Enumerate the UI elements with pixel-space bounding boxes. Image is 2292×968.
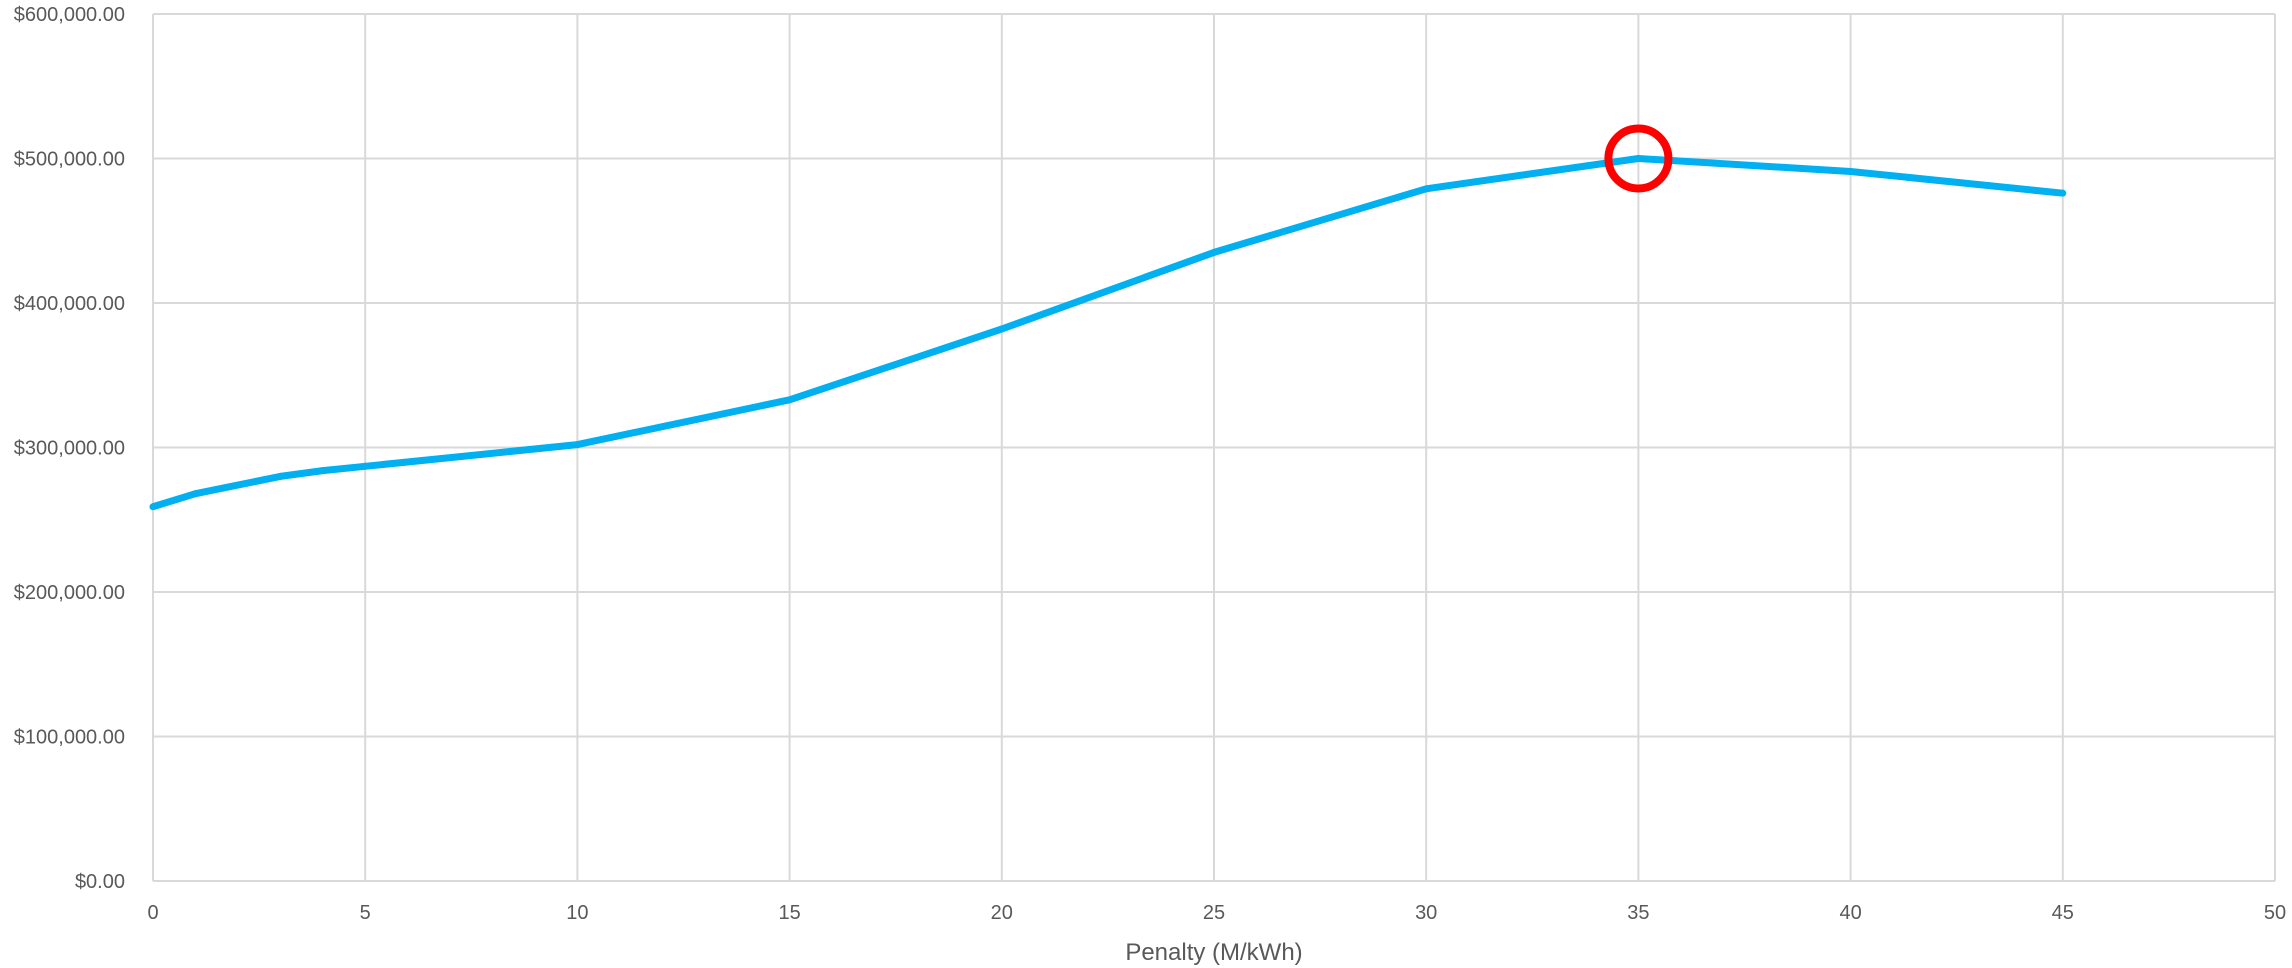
x-tick-label: 40 bbox=[1839, 902, 1861, 924]
y-tick-label: $0.00 bbox=[75, 871, 125, 893]
data-point bbox=[1847, 168, 1855, 176]
x-tick-label: 25 bbox=[1203, 902, 1225, 924]
x-tick-label: 0 bbox=[147, 902, 158, 924]
series-layer bbox=[149, 155, 2067, 511]
highlight-circle-marker bbox=[1604, 124, 1673, 193]
data-point bbox=[573, 441, 581, 449]
x-tick-label: 20 bbox=[991, 902, 1013, 924]
data-point bbox=[786, 396, 794, 404]
y-tick-label: $400,000.00 bbox=[14, 293, 125, 315]
y-tick-label: $100,000.00 bbox=[14, 727, 125, 749]
data-point bbox=[361, 462, 369, 470]
data-point bbox=[998, 325, 1006, 333]
x-tick-label: 50 bbox=[2264, 902, 2286, 924]
x-tick-label: 5 bbox=[360, 902, 371, 924]
marker-layer bbox=[1604, 124, 1673, 193]
x-tick-label: 15 bbox=[778, 902, 800, 924]
y-tick-label: $200,000.00 bbox=[14, 582, 125, 604]
data-point bbox=[276, 472, 284, 480]
data-point bbox=[2059, 189, 2067, 197]
series-line bbox=[151, 155, 2064, 511]
data-point bbox=[319, 467, 327, 475]
x-tick-label: 35 bbox=[1627, 902, 1649, 924]
data-point bbox=[191, 490, 199, 498]
y-tick-label: $600,000.00 bbox=[14, 4, 125, 26]
data-point bbox=[1210, 248, 1218, 256]
data-point bbox=[1634, 155, 1642, 162]
x-tick-label: 45 bbox=[2052, 902, 2074, 924]
x-tick-label: 30 bbox=[1415, 902, 1437, 924]
grid-layer bbox=[152, 13, 2276, 882]
y-tick-label: $300,000.00 bbox=[14, 438, 125, 460]
x-tick-label: 10 bbox=[566, 902, 588, 924]
y-tick-label: $500,000.00 bbox=[14, 149, 125, 171]
x-axis-title: Penalty (M/kWh) bbox=[1125, 939, 1302, 966]
data-point bbox=[149, 503, 157, 511]
tick-layer: 0 5 10 15 20 25 30 35 40 45 50 $0.00 $100,000.00 $200… bbox=[14, 4, 2286, 924]
data-point bbox=[1422, 185, 1430, 193]
